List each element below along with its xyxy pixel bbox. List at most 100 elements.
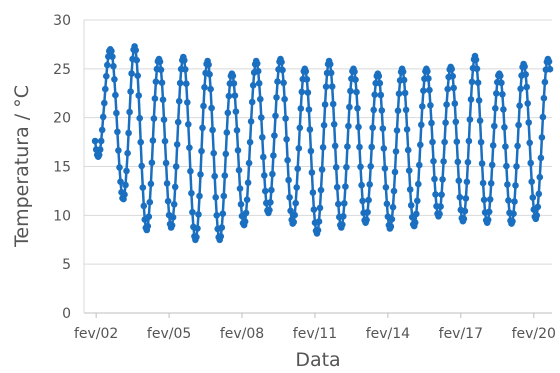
data-point	[298, 88, 306, 96]
data-point	[426, 86, 433, 94]
data-point	[108, 47, 115, 55]
data-point	[128, 70, 135, 77]
data-point	[391, 168, 399, 176]
data-point	[159, 96, 167, 103]
data-point	[492, 105, 499, 112]
data-point	[392, 148, 400, 155]
data-point	[248, 98, 256, 106]
data-point	[479, 179, 487, 187]
data-point	[480, 196, 488, 204]
data-point	[419, 103, 426, 110]
data-point	[356, 143, 363, 151]
data-point	[182, 66, 189, 73]
data-point	[462, 195, 470, 202]
data-point	[303, 76, 311, 83]
data-point	[309, 189, 317, 196]
data-point	[237, 201, 245, 208]
data-point	[443, 101, 450, 108]
data-point	[473, 65, 481, 73]
data-point	[528, 178, 535, 185]
data-point	[437, 203, 444, 210]
y-tick-label: 10	[53, 208, 71, 224]
data-point	[262, 187, 269, 195]
data-point	[291, 211, 299, 219]
data-point	[114, 128, 121, 136]
data-point	[368, 143, 376, 151]
data-point	[96, 146, 104, 153]
data-point	[321, 101, 329, 108]
data-point	[329, 100, 337, 108]
data-point	[366, 181, 374, 188]
data-point	[150, 115, 158, 122]
data-point	[160, 116, 168, 123]
data-point	[415, 180, 422, 188]
data-point	[401, 89, 409, 97]
data-point	[487, 180, 495, 187]
data-point	[526, 139, 533, 147]
data-point	[456, 193, 464, 201]
data-point	[474, 79, 482, 86]
x-tick-label: fev/14	[366, 326, 410, 342]
data-point	[513, 163, 520, 170]
data-point	[162, 159, 170, 167]
data-point	[400, 76, 408, 84]
data-point	[319, 144, 327, 151]
data-point	[247, 118, 255, 125]
x-tick-label: fev/05	[147, 326, 191, 342]
y-tick-label: 25	[53, 62, 71, 78]
data-point	[101, 99, 108, 107]
data-point	[146, 198, 154, 206]
data-point	[478, 160, 486, 167]
data-point	[144, 222, 152, 230]
data-point	[115, 147, 122, 154]
data-point	[217, 233, 225, 240]
data-point	[95, 151, 103, 159]
data-point	[428, 119, 435, 127]
data-point	[382, 184, 390, 191]
data-point	[439, 176, 446, 183]
data-point	[189, 208, 196, 216]
x-tick-label: fev/20	[512, 326, 556, 342]
data-point	[230, 80, 238, 87]
data-point	[431, 175, 438, 183]
data-point	[503, 162, 510, 170]
data-point	[232, 108, 240, 115]
data-point	[376, 79, 384, 87]
data-point	[318, 166, 326, 173]
data-point	[522, 71, 529, 78]
data-point	[355, 123, 362, 131]
data-point	[501, 124, 508, 131]
data-point	[370, 106, 378, 114]
data-point	[417, 141, 424, 149]
data-point	[147, 180, 155, 188]
data-point	[316, 204, 324, 212]
data-point	[399, 68, 407, 75]
data-point	[429, 138, 436, 146]
data-point	[387, 223, 395, 230]
data-point	[407, 202, 415, 209]
data-point	[253, 60, 261, 67]
data-point	[511, 198, 518, 205]
data-point	[200, 102, 207, 110]
data-point	[197, 171, 204, 178]
data-point	[539, 113, 547, 121]
data-point	[282, 115, 289, 122]
data-point	[340, 213, 347, 220]
data-point	[156, 58, 164, 65]
data-point	[246, 138, 254, 146]
data-point	[297, 105, 305, 112]
data-point	[379, 125, 387, 132]
data-point	[113, 109, 120, 117]
data-point	[211, 172, 218, 180]
data-point	[236, 185, 244, 192]
data-point	[427, 102, 434, 109]
data-point	[364, 208, 371, 216]
data-point	[342, 183, 349, 190]
data-point	[535, 190, 543, 198]
data-point	[411, 219, 419, 226]
data-point	[424, 68, 431, 75]
data-point	[310, 206, 318, 213]
data-point	[468, 78, 476, 86]
data-point	[497, 72, 504, 80]
data-point	[512, 182, 519, 189]
